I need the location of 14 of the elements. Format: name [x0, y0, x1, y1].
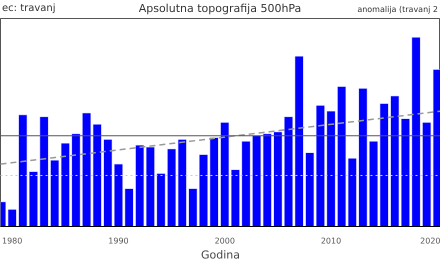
bar	[305, 152, 314, 226]
bar	[262, 134, 272, 226]
x-tick-label: 2000	[214, 236, 235, 246]
bar	[220, 122, 230, 226]
x-tick-label: 1990	[108, 236, 129, 246]
text: ec: travanj	[2, 2, 56, 16]
x-tick-label: 2010	[320, 236, 342, 246]
text: anomalija (travanj 2	[357, 4, 438, 16]
x-axis-title: Godina	[201, 248, 240, 262]
chart-title: Apsolutna topografija 500hPa	[138, 2, 302, 15]
bar	[135, 144, 144, 226]
bar	[178, 139, 187, 226]
x-tick-label: 1980	[2, 236, 22, 246]
x-tick-label: 2020	[420, 236, 440, 246]
